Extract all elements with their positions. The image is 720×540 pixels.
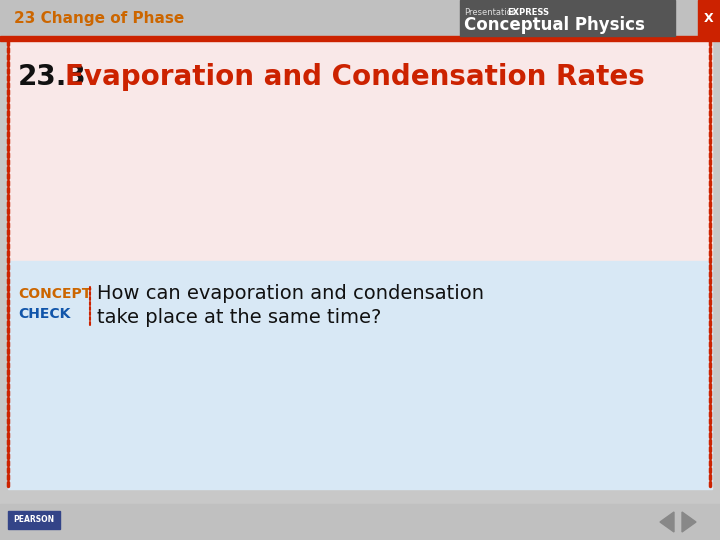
Text: CONCEPT: CONCEPT bbox=[18, 287, 91, 301]
Text: How can evaporation and condensation: How can evaporation and condensation bbox=[97, 284, 484, 303]
Text: take place at the same time?: take place at the same time? bbox=[97, 308, 382, 327]
Text: CHECK: CHECK bbox=[18, 307, 71, 321]
Polygon shape bbox=[660, 512, 674, 532]
Bar bbox=[0, 0, 720, 36]
Bar bbox=[8, 511, 60, 529]
Bar bbox=[8, 261, 712, 489]
Text: X: X bbox=[704, 11, 714, 24]
Text: Evaporation and Condensation Rates: Evaporation and Condensation Rates bbox=[65, 63, 644, 91]
Text: 23.3: 23.3 bbox=[18, 63, 86, 91]
Bar bbox=[0, 36, 720, 41]
Bar bbox=[0, 504, 720, 540]
Text: PEARSON: PEARSON bbox=[14, 516, 55, 524]
Bar bbox=[698, 0, 720, 36]
Text: 23 Change of Phase: 23 Change of Phase bbox=[14, 10, 184, 25]
Text: Conceptual Physics: Conceptual Physics bbox=[464, 16, 645, 34]
Polygon shape bbox=[682, 512, 696, 532]
Bar bbox=[8, 41, 712, 261]
Text: Presentation: Presentation bbox=[464, 8, 517, 17]
Text: EXPRESS: EXPRESS bbox=[507, 8, 549, 17]
Bar bbox=[460, 0, 675, 36]
